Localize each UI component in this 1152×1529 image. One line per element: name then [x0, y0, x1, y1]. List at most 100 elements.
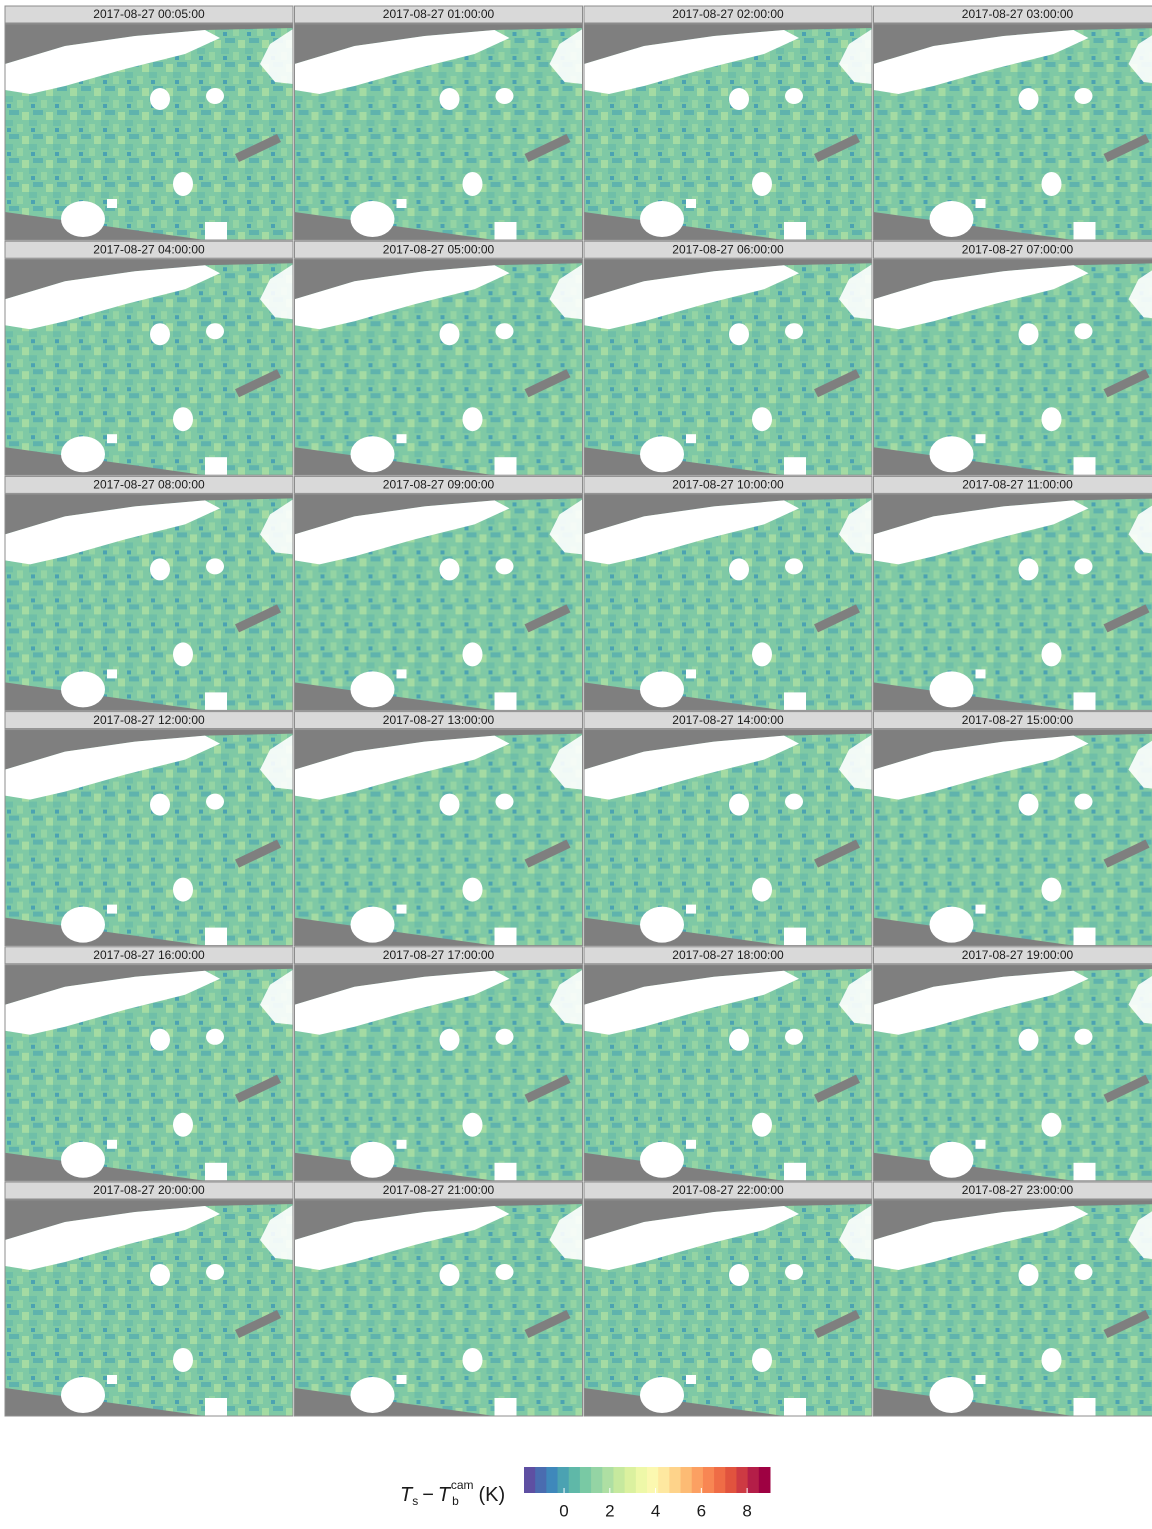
facet: 2017-08-27 12:00:00 [5, 712, 293, 946]
no-data [150, 88, 170, 110]
no-data [976, 199, 986, 208]
no-data [686, 434, 696, 443]
facet-title: 2017-08-27 21:00:00 [383, 1183, 495, 1197]
facet-title: 2017-08-27 19:00:00 [962, 948, 1074, 962]
no-data [1019, 88, 1039, 110]
facet: 2017-08-27 21:00:00 [295, 1182, 583, 1416]
no-data [930, 201, 974, 237]
no-data [495, 692, 517, 710]
no-data [440, 88, 460, 110]
facet-image [295, 1200, 583, 1416]
no-data [976, 1375, 986, 1384]
facet-title: 2017-08-27 12:00:00 [93, 713, 205, 727]
facet-title: 2017-08-27 02:00:00 [672, 7, 784, 21]
no-data [976, 434, 986, 443]
facet-title: 2017-08-27 04:00:00 [93, 242, 205, 256]
facet-image [584, 494, 872, 710]
facet-image [295, 730, 583, 946]
no-data [495, 1163, 517, 1181]
facet-image [874, 730, 1152, 946]
no-data [351, 1377, 395, 1413]
no-data [976, 669, 986, 678]
no-data [1042, 407, 1062, 431]
facet-title: 2017-08-27 14:00:00 [672, 713, 784, 727]
no-data [496, 323, 514, 339]
no-data [397, 1375, 407, 1384]
no-data [640, 1377, 684, 1413]
no-data [1019, 323, 1039, 345]
facet-image [5, 494, 293, 710]
no-data [351, 1142, 395, 1178]
no-data [1019, 558, 1039, 580]
legend-superscript: cam [451, 1478, 474, 1492]
no-data [61, 1377, 105, 1413]
facet-title: 2017-08-27 06:00:00 [672, 242, 784, 256]
no-data [463, 407, 483, 431]
no-data [640, 907, 684, 943]
no-data [351, 436, 395, 472]
no-data [206, 1264, 224, 1280]
no-data [1074, 457, 1096, 475]
facet-image [584, 259, 872, 475]
facet-title: 2017-08-27 08:00:00 [93, 478, 205, 492]
no-data [784, 222, 806, 240]
no-data [729, 88, 749, 110]
facet-image [874, 494, 1152, 710]
no-data [729, 1029, 749, 1051]
no-data [1074, 222, 1096, 240]
colorbar-swatch [669, 1467, 681, 1493]
no-data [397, 434, 407, 443]
no-data [785, 794, 803, 810]
facet-title: 2017-08-27 10:00:00 [672, 478, 784, 492]
facet: 2017-08-27 01:00:00 [295, 6, 583, 240]
no-data [205, 1398, 227, 1416]
no-data [785, 1264, 803, 1280]
no-data [351, 201, 395, 237]
no-data [205, 928, 227, 946]
facet: 2017-08-27 23:00:00 [874, 1182, 1152, 1416]
no-data [150, 1029, 170, 1051]
colorbar-swatch [636, 1467, 648, 1493]
no-data [640, 201, 684, 237]
no-data [976, 1140, 986, 1149]
no-data [930, 671, 974, 707]
facet-image [5, 24, 293, 240]
no-data [729, 323, 749, 345]
colorbar-swatch [759, 1467, 771, 1493]
facet-title: 2017-08-27 18:00:00 [672, 948, 784, 962]
no-data [495, 222, 517, 240]
no-data [173, 1348, 193, 1372]
facet-image [5, 259, 293, 475]
no-data [496, 794, 514, 810]
no-data [351, 907, 395, 943]
colorbar-swatch [748, 1467, 760, 1493]
no-data [205, 457, 227, 475]
no-data [173, 172, 193, 196]
no-data [206, 794, 224, 810]
no-data [729, 558, 749, 580]
facet: 2017-08-27 08:00:00 [5, 476, 293, 710]
no-data [686, 1375, 696, 1384]
no-data [61, 1142, 105, 1178]
facet: 2017-08-27 20:00:00 [5, 1182, 293, 1416]
facet-image [584, 24, 872, 240]
no-data [785, 1029, 803, 1045]
no-data [463, 172, 483, 196]
no-data [397, 669, 407, 678]
colorbar-swatch [703, 1467, 715, 1493]
no-data [930, 907, 974, 943]
no-data [440, 1029, 460, 1051]
facet-title: 2017-08-27 20:00:00 [93, 1183, 205, 1197]
facet-image [874, 259, 1152, 475]
no-data [1074, 1163, 1096, 1181]
no-data [1075, 1264, 1093, 1280]
facet: 2017-08-27 17:00:00 [295, 947, 583, 1181]
no-data [463, 878, 483, 902]
no-data [440, 323, 460, 345]
no-data [729, 1264, 749, 1286]
no-data [107, 1140, 117, 1149]
no-data [440, 558, 460, 580]
no-data [206, 558, 224, 574]
no-data [150, 794, 170, 816]
no-data [729, 794, 749, 816]
